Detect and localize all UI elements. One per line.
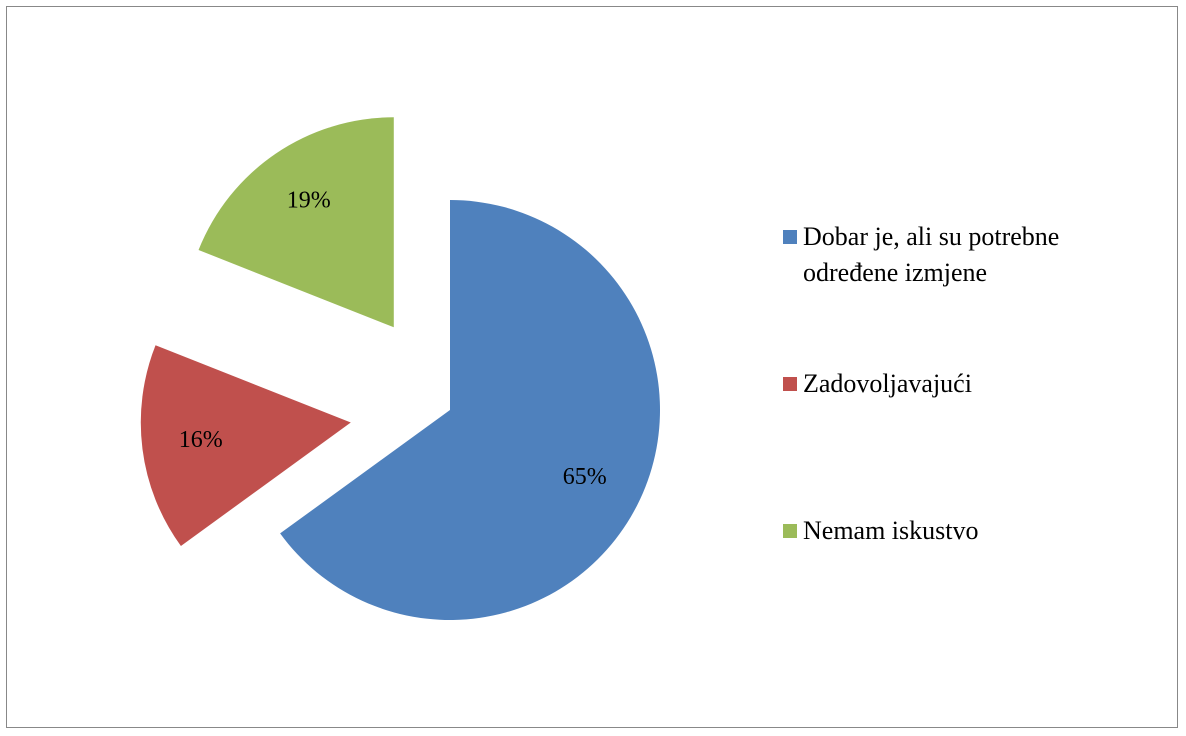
- legend-entry: Zadovoljavajući: [783, 366, 1143, 402]
- chart-frame: [6, 6, 1178, 728]
- legend-entry: Nemam iskustvo: [783, 513, 1143, 549]
- legend-swatch: [783, 377, 797, 391]
- pie-slice: [198, 117, 394, 328]
- legend-label: Dobar je, ali su potrebne određene izmje…: [803, 222, 1060, 287]
- legend-label: Nemam iskustvo: [803, 516, 979, 545]
- data-label: 19%: [287, 188, 331, 214]
- legend-label: Zadovoljavajući: [803, 369, 972, 398]
- legend-entry: Dobar je, ali su potrebne određene izmje…: [783, 219, 1143, 291]
- pie-slice: [280, 200, 660, 620]
- pie-slice: [140, 345, 351, 546]
- legend-swatch: [783, 230, 797, 244]
- data-label: 16%: [179, 427, 223, 453]
- legend-swatch: [783, 524, 797, 538]
- data-label: 65%: [563, 464, 607, 490]
